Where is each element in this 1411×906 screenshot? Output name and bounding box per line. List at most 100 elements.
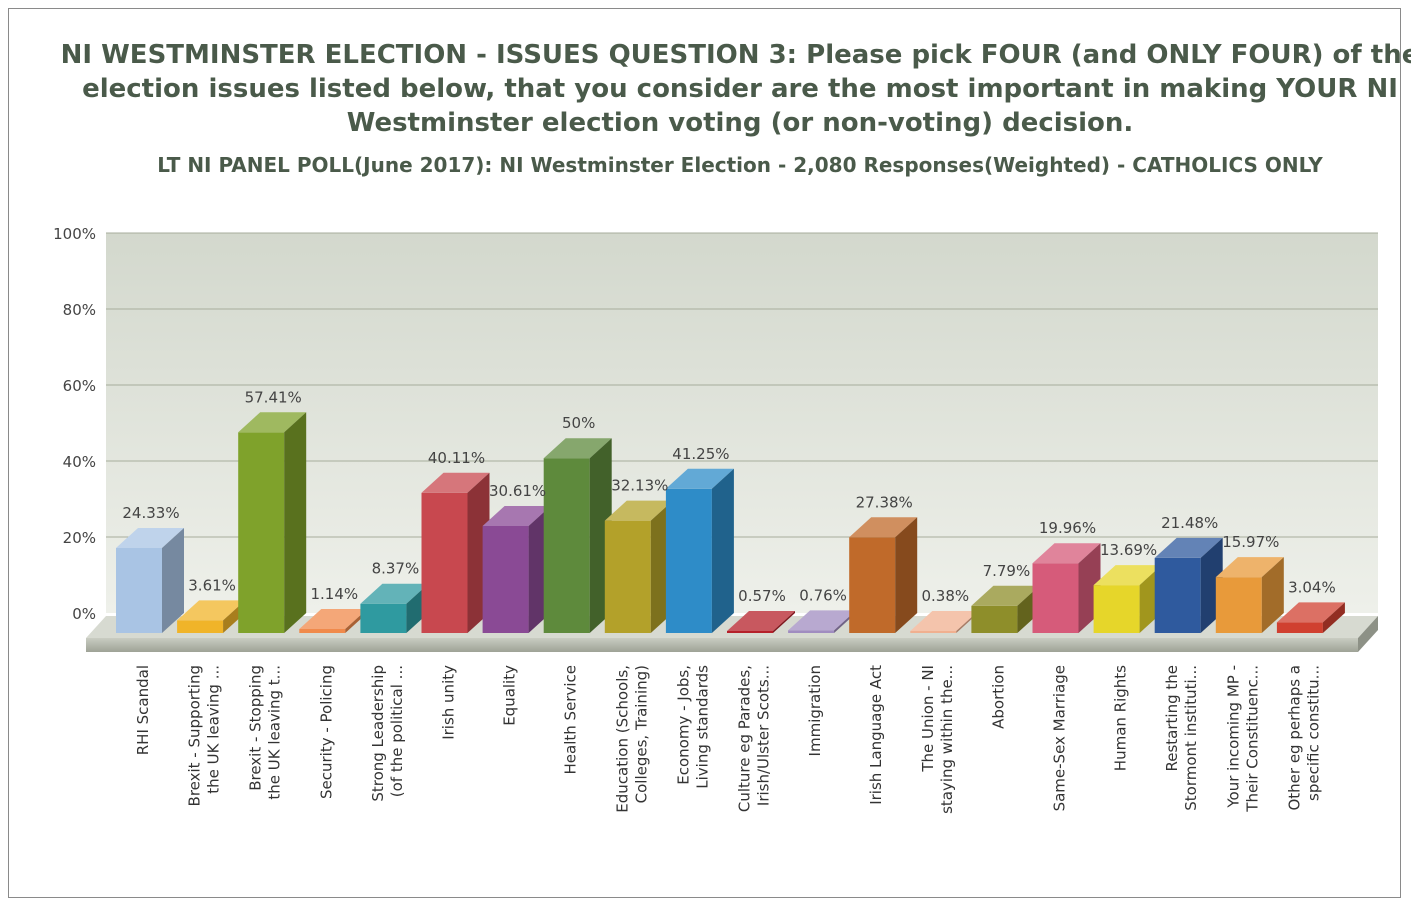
bar-top: [1093, 565, 1162, 586]
data-label: 41.25%: [672, 445, 729, 463]
bar-top: [177, 600, 246, 621]
floor-side: [1358, 616, 1378, 652]
category-label: Education (Schools,: [613, 665, 631, 813]
category-label: the UK leaving ...: [205, 665, 223, 794]
category-label: Abortion: [989, 665, 1007, 729]
bar: [1215, 557, 1284, 633]
category-label: Human Rights: [1112, 665, 1130, 771]
bar-top: [1032, 543, 1101, 564]
bar-side: [284, 412, 307, 633]
bar-top: [1154, 537, 1223, 558]
y-tick-label: 100%: [53, 225, 96, 243]
category-label: Brexit - Stopping: [247, 665, 265, 791]
category-label: Their Constituenc...: [1243, 665, 1261, 813]
bar: [727, 611, 795, 633]
bar-front: [543, 458, 590, 633]
bar-side: [1322, 602, 1345, 633]
bar-front: [421, 492, 468, 633]
x-axis: RHI Scandal Brexit - Supporting the UK lea…: [134, 665, 1322, 814]
bar: [543, 438, 612, 633]
bar-front: [849, 537, 896, 633]
category-label: Security - Policing: [317, 665, 335, 799]
bar-side: [773, 611, 795, 633]
category-label: Colleges, Training): [632, 665, 650, 803]
data-label: 0.57%: [738, 587, 786, 605]
category-label: Health Service: [562, 665, 580, 774]
data-label: 0.76%: [799, 586, 847, 604]
bar-top: [543, 438, 612, 459]
data-label: 30.61%: [489, 482, 546, 500]
bars: [116, 412, 1345, 633]
bar-top: [238, 412, 307, 433]
bar-front: [971, 605, 1018, 633]
bar-front: [1093, 585, 1140, 633]
bar-front: [177, 620, 224, 633]
data-label: 3.04%: [1288, 578, 1336, 596]
bar-front: [299, 629, 346, 633]
category-label: (of the political ...: [388, 665, 406, 797]
bar-front: [482, 525, 529, 633]
data-labels: 24.33% 3.61% 57.41% 1.14% 8.37% 40.11%30.61% 5…: [122, 388, 1335, 605]
category-label: Same-Sex Marriage: [1051, 665, 1069, 811]
bar-top: [604, 500, 673, 521]
bar-top: [299, 609, 368, 630]
bar-top: [421, 472, 490, 493]
bar-top: [788, 610, 857, 631]
category-label: Restarting the: [1163, 665, 1181, 772]
category-label: Irish unity: [440, 665, 458, 740]
bar-top: [665, 468, 734, 489]
data-label: 1.14%: [310, 585, 358, 603]
bar-front: [1215, 577, 1262, 633]
category-label: Your incoming MP -: [1224, 665, 1242, 809]
bar-front: [238, 432, 285, 633]
bar-top: [727, 611, 795, 631]
y-axis: 0% 20% 40% 60% 80% 100%: [53, 225, 96, 623]
bar-top: [482, 505, 551, 526]
bar-top: [1276, 602, 1345, 623]
category-label: Strong Leadership: [369, 665, 387, 802]
bar: [482, 505, 551, 633]
bar-side: [895, 517, 918, 633]
bar-front: [116, 547, 162, 633]
category-label: Economy - Jobs,: [674, 665, 692, 785]
floor-front: [86, 638, 1358, 652]
data-label: 21.48%: [1161, 514, 1218, 532]
y-tick-label: 20%: [63, 529, 96, 547]
bar-front: [788, 630, 835, 633]
bar-front: [727, 631, 773, 633]
category-label: Equality: [501, 665, 519, 726]
data-label: 32.13%: [611, 477, 668, 495]
chart-title: NI WESTMINSTER ELECTION - ISSUES QUESTIO…: [60, 40, 1411, 138]
category-label: Immigration: [806, 665, 824, 756]
bar-side: [162, 527, 184, 633]
bar-top: [849, 517, 918, 538]
category-label: Culture eg Parades,: [736, 665, 754, 812]
data-label: 7.79%: [983, 562, 1031, 580]
bar: [604, 500, 673, 633]
bar-top: [971, 585, 1040, 606]
bar: [1276, 602, 1345, 633]
bar-front: [604, 520, 651, 633]
data-label: 19.96%: [1039, 519, 1096, 537]
bar-front: [910, 631, 957, 633]
bar: [665, 468, 734, 633]
bar-front: [665, 488, 712, 633]
data-label: 57.41%: [245, 388, 302, 406]
category-label: Irish Language Act: [867, 665, 885, 805]
data-label: 24.33%: [122, 504, 179, 522]
category-label: Living standards: [693, 665, 711, 789]
data-label: 13.69%: [1100, 541, 1157, 559]
category-label: Stormont instituti...: [1182, 665, 1200, 811]
bar-side: [1261, 557, 1284, 633]
data-label: 0.38%: [921, 587, 969, 605]
bar-side: [711, 468, 734, 633]
category-label: the UK leaving t...: [266, 665, 284, 800]
gridlines: [106, 232, 1378, 538]
chart-subtitle: LT NI PANEL POLL(June 2017): NI Westmins…: [157, 153, 1323, 177]
category-label: Other eg perhaps a: [1285, 665, 1303, 811]
bar-top: [1215, 557, 1284, 578]
data-label: 27.38%: [856, 493, 913, 511]
category-label: Irish/Ulster Scots...: [755, 665, 773, 806]
data-label: 50%: [562, 414, 595, 432]
bar-top: [116, 527, 184, 548]
